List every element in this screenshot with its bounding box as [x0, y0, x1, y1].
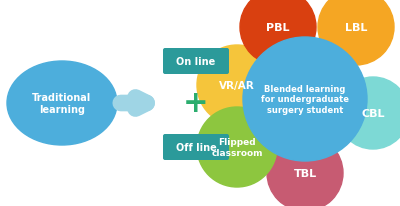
Circle shape: [240, 0, 316, 66]
Circle shape: [243, 38, 367, 161]
Text: Off line: Off line: [176, 142, 216, 152]
Circle shape: [267, 135, 343, 206]
Text: LBL: LBL: [345, 23, 367, 33]
Text: CBL: CBL: [361, 109, 385, 118]
Circle shape: [197, 108, 277, 187]
Circle shape: [337, 78, 400, 149]
Text: Traditional
learning: Traditional learning: [32, 93, 92, 114]
Text: VR/AR: VR/AR: [219, 81, 255, 91]
FancyBboxPatch shape: [163, 49, 229, 75]
FancyBboxPatch shape: [163, 134, 229, 160]
Text: Flipped
classroom: Flipped classroom: [211, 138, 263, 157]
Circle shape: [318, 0, 394, 66]
Text: +: +: [183, 89, 209, 118]
Circle shape: [197, 46, 277, 125]
Text: On line: On line: [176, 57, 216, 67]
Text: TBL: TBL: [294, 168, 316, 178]
Text: Blended learning
for undergraduate
surgery student: Blended learning for undergraduate surge…: [261, 85, 349, 114]
Text: PBL: PBL: [266, 23, 290, 33]
Ellipse shape: [7, 62, 117, 145]
